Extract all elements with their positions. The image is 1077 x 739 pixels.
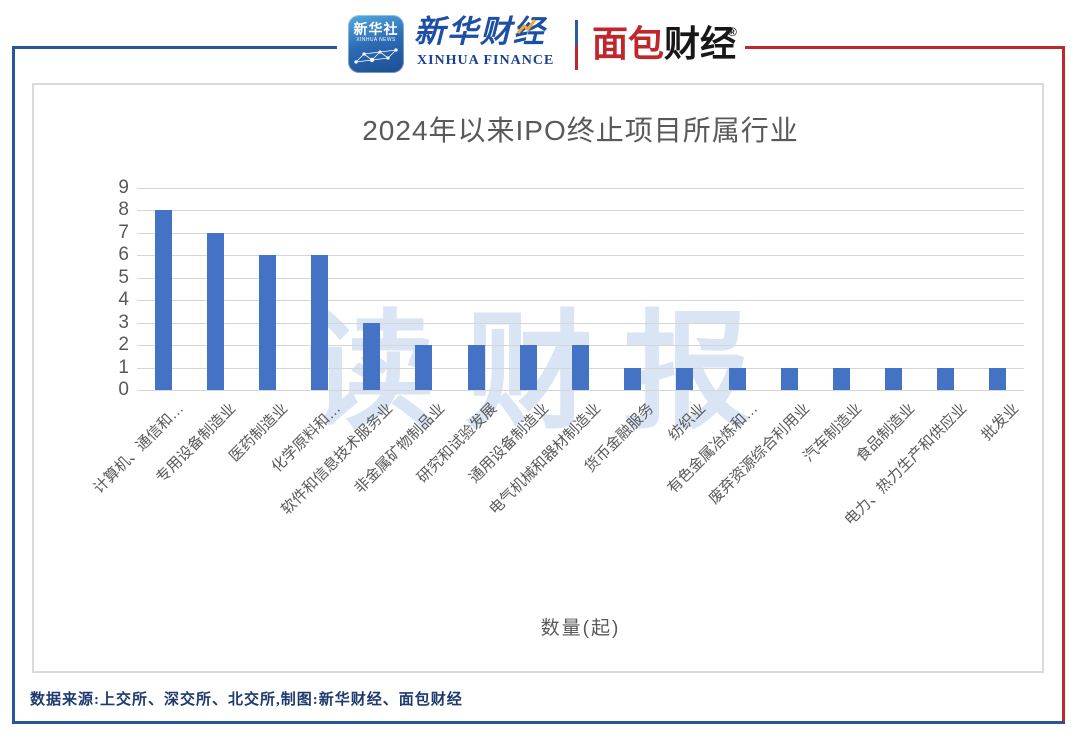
bar (363, 322, 381, 390)
y-axis-tick-label: 3 (118, 311, 129, 333)
bar (415, 345, 433, 390)
bar (258, 255, 276, 390)
gridline (137, 322, 1024, 324)
xinhua-finance-logo-cn: 新华财经 (414, 14, 546, 49)
plot-area: 0 1 2 3 4 5 6 7 8 9 计算机、通信和… 专用设备制造业 医药制造业 化学原料和… 软件和信… (34, 85, 1042, 671)
xinhua-news-logo: 新华社 XINHUA NEWS (348, 15, 404, 73)
frame-left-line (12, 46, 15, 724)
y-axis-tick-label: 1 (118, 356, 129, 378)
xinhua-news-logo-cn: 新华社 (353, 21, 399, 37)
data-source-note: 数据来源:上交所、深交所、北交所,制图:新华财经、面包财经 (30, 692, 463, 708)
x-axis-title: 数量(起) (540, 618, 621, 639)
gridline (137, 255, 1024, 257)
chart-container: 2024年以来IPO终止项目所属行业 读财报 0 1 2 3 4 5 6 7 8 9 计算机、通信和… (32, 83, 1044, 673)
x-axis-category-text: 计算机、通信和… (90, 400, 188, 498)
y-axis-tick-label: 0 (118, 379, 129, 400)
bar (937, 367, 955, 390)
xinhua-finance-logo-en: XINHUA FINANCE (417, 53, 555, 68)
bar (989, 367, 1007, 390)
bar (624, 367, 642, 390)
bar (467, 345, 485, 390)
y-axis-tick-label: 4 (118, 289, 129, 311)
frame-top-right-line (745, 46, 1065, 49)
gridline (137, 188, 1024, 189)
x-axis-category-text: 非金属矿物制品业 (351, 400, 449, 498)
bar (572, 345, 589, 390)
gridline (137, 300, 1024, 302)
bar (780, 367, 798, 390)
bar (676, 367, 694, 390)
network-constellation-icon (353, 46, 399, 73)
gridline (137, 390, 1024, 391)
bar (519, 345, 537, 390)
x-axis-category-text: 纺织业 (665, 400, 709, 444)
y-axis-tick-label: 9 (118, 177, 129, 198)
bar (885, 367, 903, 390)
bar (728, 367, 746, 390)
gridline (137, 210, 1024, 212)
gold-trend-icon (516, 18, 538, 43)
y-axis-tick-label: 6 (118, 244, 129, 266)
chart-title: 2024年以来IPO终止项目所属行业 (362, 115, 799, 146)
gridline (137, 277, 1024, 279)
bar (832, 367, 850, 390)
bar (311, 255, 329, 390)
y-axis-tick-label: 7 (118, 221, 129, 243)
gridline (137, 232, 1024, 234)
xinhua-news-logo-en: XINHUA NEWS (356, 37, 396, 43)
x-axis-category-text: 有色金属冶炼和… (664, 400, 762, 498)
y-axis-tick-label: 8 (118, 199, 129, 221)
bar (206, 232, 224, 390)
frame-top-left-line (12, 46, 337, 49)
registered-trademark-icon: ® (728, 25, 737, 39)
y-axis-tick-label: 2 (118, 334, 129, 356)
mianbao-logo-red-text: 面包 (592, 23, 665, 64)
mianbao-logo-black-text: 财经 (664, 23, 737, 64)
frame-bottom-line (12, 721, 1065, 724)
mianbao-finance-logo: 面包财经® (592, 26, 737, 62)
bar (154, 210, 172, 390)
x-axis-category-text: 批发业 (978, 400, 1023, 444)
frame-right-line (1062, 46, 1065, 724)
logo-divider-line (575, 20, 578, 70)
y-axis-tick-label: 5 (118, 266, 129, 288)
